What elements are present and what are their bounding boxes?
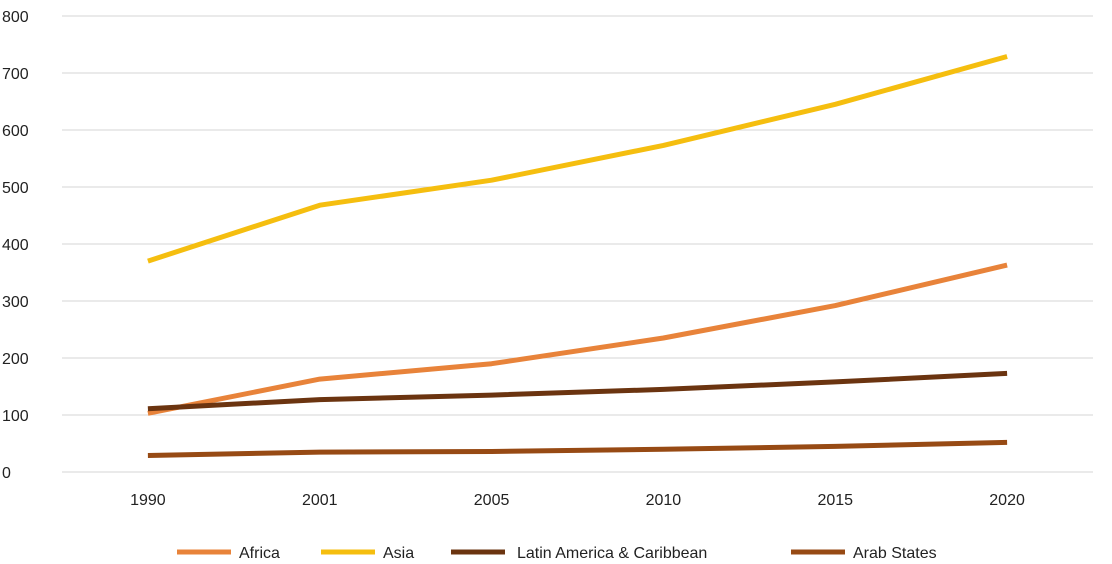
y-tick-label: 500 bbox=[2, 180, 29, 197]
gridlines bbox=[62, 15, 1093, 473]
y-tick-label: 200 bbox=[2, 351, 29, 368]
legend: Africa Asia Latin America & Caribbean Arab … bbox=[177, 545, 937, 562]
x-axis-tick-labels: 1990 2001 2005 2010 2015 2020 bbox=[130, 492, 1025, 509]
y-tick-label: 600 bbox=[2, 123, 29, 140]
x-tick-label: 2020 bbox=[989, 492, 1025, 509]
x-tick-label: 2005 bbox=[474, 492, 510, 509]
y-tick-label: 0 bbox=[2, 465, 11, 482]
legend-label-arab-states: Arab States bbox=[853, 545, 937, 562]
series-lines bbox=[147, 54, 1008, 458]
y-tick-label: 800 bbox=[2, 9, 29, 26]
y-tick-label: 100 bbox=[2, 408, 29, 425]
series-line-asia bbox=[147, 54, 1008, 264]
series-line-latin-america-caribbean bbox=[147, 370, 1008, 412]
legend-label-latin-america-caribbean: Latin America & Caribbean bbox=[517, 545, 707, 562]
y-axis-tick-labels: 0 100 200 300 400 500 600 700 800 bbox=[2, 9, 29, 482]
y-tick-label: 300 bbox=[2, 294, 29, 311]
y-tick-label: 400 bbox=[2, 237, 29, 254]
x-tick-label: 2015 bbox=[817, 492, 853, 509]
series-line-africa bbox=[147, 262, 1008, 416]
x-tick-label: 2010 bbox=[646, 492, 682, 509]
legend-label-asia: Asia bbox=[383, 545, 414, 562]
series-line-arab-states bbox=[147, 439, 1008, 458]
x-tick-label: 1990 bbox=[130, 492, 166, 509]
x-tick-label: 2001 bbox=[302, 492, 338, 509]
y-tick-label: 700 bbox=[2, 66, 29, 83]
legend-label-africa: Africa bbox=[239, 545, 280, 562]
